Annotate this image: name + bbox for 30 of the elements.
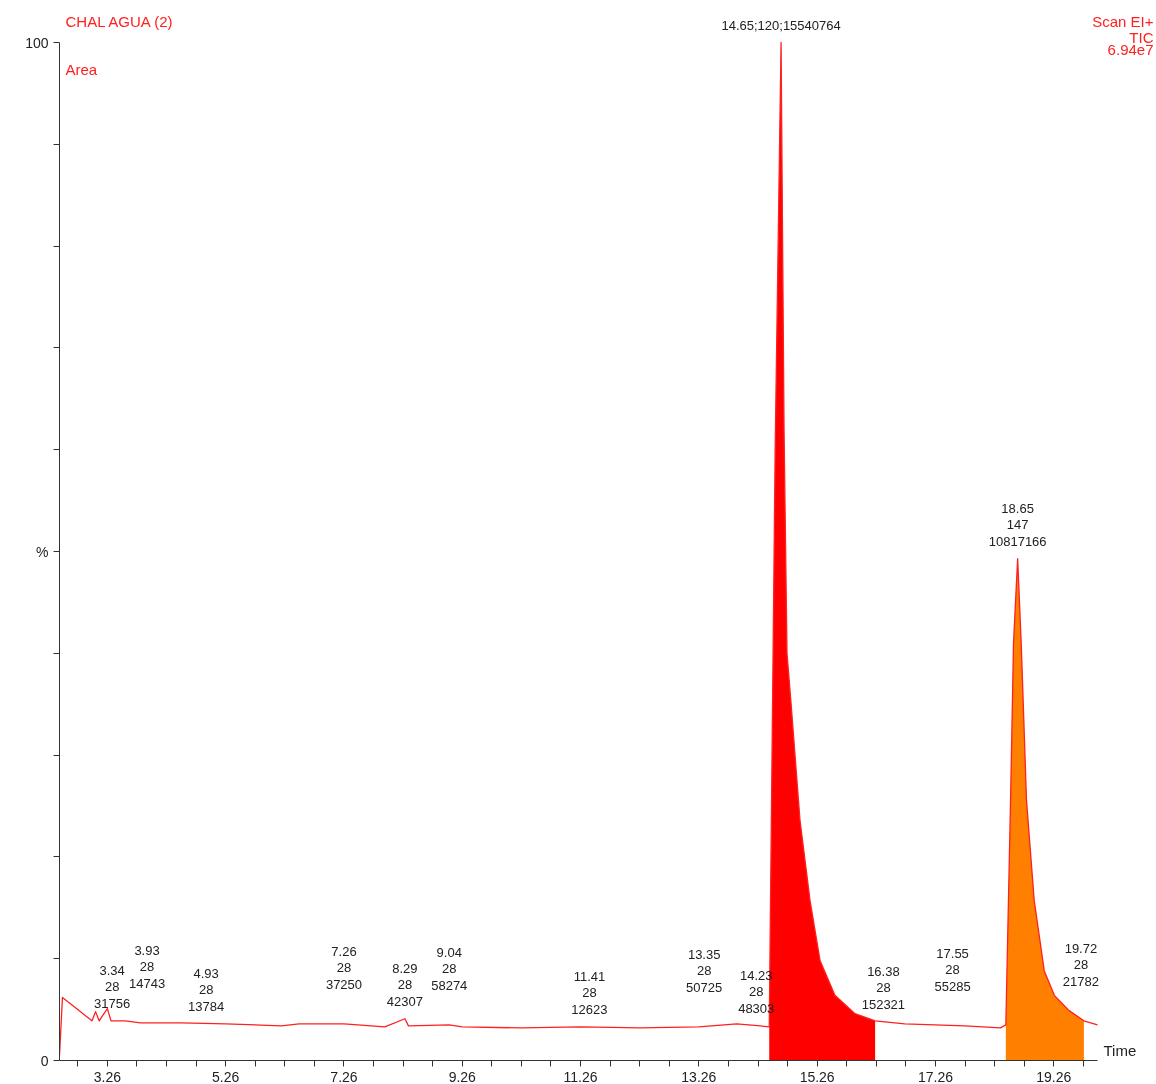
annotation: 7.26 28 37250 xyxy=(325,943,363,992)
x-tick-label: 13.26 xyxy=(681,1068,717,1084)
x-tick-label: 19.26 xyxy=(1036,1068,1072,1084)
annotation: 14.65;120;15540764 xyxy=(721,17,841,33)
annotation: 11.41 28 12623 xyxy=(571,968,608,1017)
annotation: 13.35 28 50725 xyxy=(686,946,723,995)
annotation: 8.29 28 42307 xyxy=(386,960,423,1009)
annotation: 4.93 28 13784 xyxy=(188,965,225,1014)
chart-title: CHAL AGUA (2) xyxy=(65,12,173,30)
x-tick-label: 15.26 xyxy=(799,1068,835,1084)
x-tick-label: 3.26 xyxy=(93,1068,122,1084)
annotation: 19.72 28 21782 xyxy=(1062,940,1100,989)
x-axis-title: Time xyxy=(1103,1041,1137,1059)
text: Scan EI+ xyxy=(1092,12,1154,30)
annotation: 17.55 28 55285 xyxy=(934,945,971,994)
annotation: 18.65 147 10817166 xyxy=(988,500,1047,549)
x-tick-label: 7.26 xyxy=(330,1068,358,1084)
annotation: 3.34 28 31756 xyxy=(94,962,131,1011)
annotation: 3.93 28 14743 xyxy=(128,942,166,991)
y-axis-title: % xyxy=(36,543,49,560)
x-tick-label: 11.26 xyxy=(563,1068,598,1084)
annotation: 9.04 28 58274 xyxy=(431,944,468,993)
annotation: 16.38 28 152321 xyxy=(861,963,906,1012)
x-tick-label: 9.26 xyxy=(448,1068,477,1084)
y-tick-label: 0 xyxy=(40,1052,49,1069)
x-tick-label: 5.26 xyxy=(212,1068,240,1084)
x-tick-label: 17.26 xyxy=(917,1068,954,1084)
text: Area xyxy=(65,60,98,78)
text: TIC xyxy=(1129,28,1154,46)
y-tick-label: 100 xyxy=(25,34,49,51)
